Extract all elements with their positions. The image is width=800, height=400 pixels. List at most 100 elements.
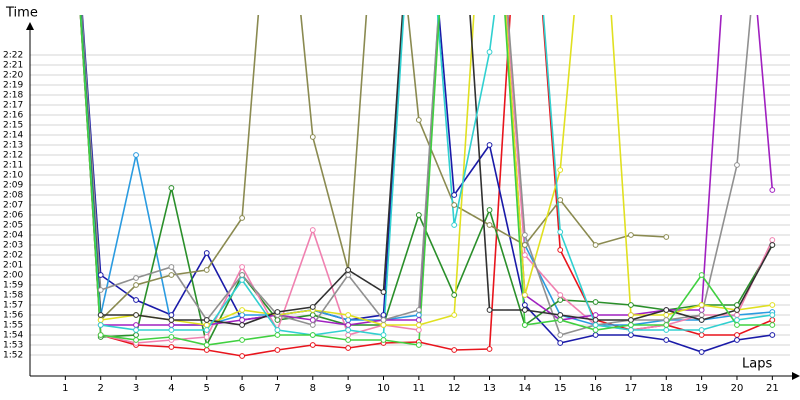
- point-marker: [203, 327, 210, 333]
- y-tick-label: 2:00: [3, 271, 23, 281]
- y-tick-label: 2:21: [3, 61, 23, 71]
- y-tick-label: 2:18: [3, 91, 23, 101]
- y-tick-label: 2:02: [3, 251, 23, 261]
- point-marker: [168, 312, 175, 318]
- point-marker: [203, 342, 210, 348]
- point-marker: [415, 307, 422, 313]
- point-marker: [628, 232, 634, 238]
- point-marker: [309, 227, 316, 233]
- x-tick-label: 21: [766, 383, 779, 394]
- point-marker: [133, 152, 139, 158]
- x-tick-label: 6: [239, 383, 245, 394]
- y-tick-label: 2:09: [3, 181, 23, 191]
- point-marker: [168, 185, 175, 191]
- point-marker: [97, 332, 104, 338]
- point-marker: [97, 287, 104, 293]
- point-marker: [97, 322, 104, 328]
- point-marker: [239, 307, 245, 313]
- x-tick-label: 20: [731, 383, 744, 394]
- point-marker: [168, 264, 175, 270]
- point-marker: [345, 317, 352, 323]
- point-marker: [133, 282, 139, 288]
- point-marker: [274, 347, 281, 353]
- x-axis-arrow: [792, 372, 800, 380]
- point-marker: [698, 349, 705, 355]
- point-marker: [521, 242, 528, 248]
- y-tick-label: 2:06: [3, 211, 23, 221]
- point-marker: [203, 334, 210, 340]
- point-marker: [663, 317, 670, 323]
- point-marker: [769, 332, 776, 338]
- point-marker: [663, 312, 670, 318]
- x-tick-label: 4: [168, 383, 174, 394]
- point-marker: [486, 222, 493, 228]
- point-marker: [274, 332, 281, 338]
- point-marker: [380, 337, 387, 343]
- point-marker: [451, 312, 458, 318]
- point-marker: [380, 312, 387, 318]
- point-marker: [486, 49, 493, 55]
- y-tick-label: 2:04: [3, 231, 23, 241]
- x-tick-label: 18: [660, 383, 673, 394]
- point-marker: [239, 312, 245, 318]
- point-marker: [274, 317, 281, 323]
- point-marker: [239, 353, 245, 359]
- y-axis-title: Time: [5, 6, 38, 21]
- point-marker: [380, 322, 387, 328]
- y-tick-label: 2:12: [3, 151, 23, 161]
- point-marker: [663, 322, 670, 328]
- point-marker: [734, 307, 740, 313]
- point-marker: [380, 317, 387, 323]
- y-tick-label: 1:58: [3, 291, 23, 301]
- point-marker: [239, 215, 245, 221]
- y-tick-label: 2:16: [3, 111, 23, 121]
- point-marker: [380, 332, 387, 338]
- point-marker: [133, 337, 139, 343]
- point-marker: [133, 327, 139, 333]
- point-marker: [592, 332, 599, 338]
- point-marker: [345, 332, 352, 338]
- point-marker: [521, 252, 528, 258]
- y-tick-label: 1:56: [3, 311, 23, 321]
- point-marker: [698, 302, 705, 308]
- point-marker: [521, 302, 528, 308]
- point-marker: [415, 327, 422, 333]
- plot-area: [79, 15, 776, 359]
- x-tick-label: 8: [310, 383, 316, 394]
- point-marker: [592, 242, 599, 248]
- point-marker: [203, 267, 210, 273]
- point-marker: [239, 317, 245, 323]
- point-marker: [557, 317, 564, 323]
- y-tick-label: 2:19: [3, 81, 23, 91]
- point-marker: [239, 322, 245, 328]
- point-marker: [521, 322, 528, 328]
- point-marker: [557, 312, 564, 318]
- point-marker: [415, 317, 422, 323]
- point-marker: [203, 322, 210, 328]
- grid: [30, 54, 790, 356]
- x-tick-label: 15: [554, 383, 567, 394]
- point-marker: [698, 272, 705, 278]
- point-marker: [415, 117, 422, 123]
- point-marker: [451, 292, 458, 298]
- point-marker: [628, 302, 634, 308]
- y-tick-label: 1:53: [3, 341, 23, 351]
- point-marker: [734, 337, 740, 343]
- y-tick-label: 2:11: [3, 161, 23, 171]
- point-marker: [451, 347, 458, 353]
- point-marker: [663, 234, 670, 240]
- series-line: [80, 15, 667, 322]
- x-tick-label: 16: [589, 383, 602, 394]
- point-marker: [415, 342, 422, 348]
- point-marker: [168, 272, 175, 278]
- y-tick-label: 2:10: [3, 171, 23, 181]
- point-marker: [168, 344, 175, 350]
- point-marker: [769, 302, 776, 308]
- point-marker: [557, 229, 564, 235]
- x-tick-label: 13: [483, 383, 496, 394]
- point-marker: [309, 332, 316, 338]
- point-marker: [309, 317, 316, 323]
- point-marker: [380, 289, 387, 295]
- point-marker: [592, 327, 599, 333]
- point-marker: [557, 292, 564, 298]
